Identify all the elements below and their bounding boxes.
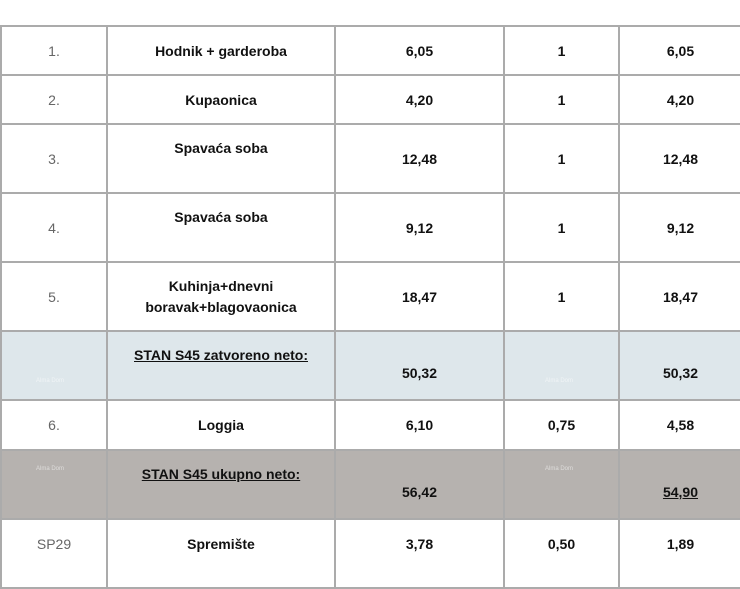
row-number: 6. [0,399,108,451]
table-row: 5. Kuhinja+dnevni boravak+blagovaonica 18… [0,261,740,332]
watermark: Alma Dom [36,466,65,472]
room-area: 18,47 [334,261,505,332]
row-number: 2. [0,74,108,125]
net-area: 4,58 [618,399,740,451]
room-name: Kupaonica [106,74,336,125]
subtotal-row: STAN S45 zatvoreno neto: 50,32 50,32 [0,330,740,401]
table-row: 3. Spavaća soba 12,48 1 12,48 [0,123,740,194]
coefficient: 0,50 [503,518,620,589]
net-area: 12,48 [618,123,740,194]
row-number [0,449,108,520]
room-area: 6,10 [334,399,505,451]
row-number: SP29 [0,518,108,589]
net-area: 4,20 [618,74,740,125]
room-area: 50,32 [334,330,505,401]
row-number: 5. [0,261,108,332]
coefficient: 1 [503,74,620,125]
total-row: STAN S45 ukupno neto: 56,42 54,90 [0,449,740,520]
row-number: 4. [0,192,108,263]
room-area-table: 1. Hodnik + garderoba 6,05 1 6,05 2. Kup… [0,25,740,589]
table-row: SP29 Spremište 3,78 0,50 1,89 [0,518,740,589]
row-number: 3. [0,123,108,194]
coefficient: 1 [503,25,620,76]
net-area-total: 54,90 [662,483,699,500]
net-area: 6,05 [618,25,740,76]
coefficient: 1 [503,123,620,194]
room-area: 6,05 [334,25,505,76]
watermark: Alma Dom [36,378,65,384]
coefficient: 0,75 [503,399,620,451]
net-area: 1,89 [618,518,740,589]
total-label: STAN S45 ukupno neto: [106,449,336,520]
room-area: 4,20 [334,74,505,125]
room-name: Spavaća soba [106,192,336,263]
net-area: 18,47 [618,261,740,332]
room-area: 56,42 [334,449,505,520]
table-row: 6. Loggia 6,10 0,75 4,58 [0,399,740,451]
subtotal-label-text: STAN S45 zatvoreno neto: [134,347,308,363]
room-name: Hodnik + garderoba [106,25,336,76]
row-number [0,330,108,401]
watermark: Alma Dom [545,466,574,472]
coefficient [503,449,620,520]
watermark: Alma Dom [545,378,574,384]
room-name: Spavaća soba [106,123,336,194]
coefficient [503,330,620,401]
net-area: 50,32 [618,330,740,401]
net-area: 9,12 [618,192,740,263]
table-row: 4. Spavaća soba 9,12 1 9,12 [0,192,740,263]
table-row: 1. Hodnik + garderoba 6,05 1 6,05 [0,25,740,76]
room-area: 3,78 [334,518,505,589]
table-row: 2. Kupaonica 4,20 1 4,20 [0,74,740,125]
room-name: Spremište [106,518,336,589]
subtotal-label: STAN S45 zatvoreno neto: [106,330,336,401]
net-area: 54,90 [618,449,740,520]
room-name: Loggia [106,399,336,451]
room-area: 9,12 [334,192,505,263]
row-number: 1. [0,25,108,76]
coefficient: 1 [503,192,620,263]
room-name: Kuhinja+dnevni boravak+blagovaonica [106,261,336,332]
total-label-text: STAN S45 ukupno neto: [141,466,301,482]
room-name-line: boravak+blagovaonica [145,298,297,315]
coefficient: 1 [503,261,620,332]
room-area: 12,48 [334,123,505,194]
room-name-line: Kuhinja+dnevni [168,277,274,294]
